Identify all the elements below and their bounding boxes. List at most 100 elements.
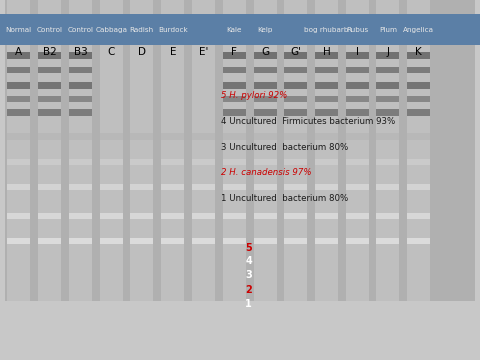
Bar xyxy=(38,52,61,59)
Bar xyxy=(223,0,246,301)
Bar xyxy=(346,159,369,165)
Bar xyxy=(223,31,246,37)
Text: 4: 4 xyxy=(245,256,252,266)
Bar xyxy=(284,0,307,301)
Bar xyxy=(315,213,338,219)
Bar xyxy=(346,67,369,73)
Bar xyxy=(69,238,92,244)
Bar xyxy=(376,109,399,116)
Bar xyxy=(100,213,123,219)
Bar xyxy=(69,67,92,73)
Bar xyxy=(407,31,430,37)
Text: 5: 5 xyxy=(245,243,252,253)
Bar xyxy=(254,0,277,301)
Text: Normal: Normal xyxy=(5,27,31,33)
Bar xyxy=(130,238,153,244)
Bar xyxy=(407,16,430,23)
Bar xyxy=(254,67,277,73)
Bar xyxy=(69,82,92,89)
Bar xyxy=(38,82,61,89)
Bar xyxy=(254,96,277,102)
Text: Control: Control xyxy=(36,27,62,33)
Bar xyxy=(254,82,277,89)
Text: J: J xyxy=(386,47,389,57)
Bar xyxy=(38,213,61,219)
Bar xyxy=(315,31,338,37)
Bar xyxy=(284,184,307,190)
Bar xyxy=(376,96,399,102)
Bar xyxy=(407,52,430,59)
Bar xyxy=(7,213,30,219)
Bar xyxy=(161,16,184,23)
Text: I: I xyxy=(356,47,359,57)
Bar xyxy=(192,16,215,23)
Text: 2 H. canadensis 97%: 2 H. canadensis 97% xyxy=(221,168,312,177)
Text: Plum: Plum xyxy=(379,27,397,33)
Text: G: G xyxy=(262,47,269,57)
Bar xyxy=(346,96,369,102)
Bar xyxy=(38,133,61,140)
Bar xyxy=(7,238,30,244)
Bar xyxy=(130,133,153,140)
Bar xyxy=(130,159,153,165)
Bar xyxy=(38,184,61,190)
Bar xyxy=(100,0,123,301)
Bar xyxy=(192,184,215,190)
Bar xyxy=(407,184,430,190)
Bar xyxy=(315,159,338,165)
Bar xyxy=(407,96,430,102)
Bar xyxy=(161,238,184,244)
Bar xyxy=(161,31,184,37)
Bar xyxy=(346,109,369,116)
Bar xyxy=(254,238,277,244)
Bar xyxy=(376,82,399,89)
Bar xyxy=(346,213,369,219)
Bar xyxy=(346,238,369,244)
Bar xyxy=(130,0,153,301)
Bar xyxy=(284,238,307,244)
Bar xyxy=(5,0,475,301)
Text: Rubus: Rubus xyxy=(346,27,368,33)
Bar xyxy=(407,238,430,244)
Bar xyxy=(315,184,338,190)
Bar xyxy=(346,16,369,23)
Text: Control: Control xyxy=(68,27,94,33)
Text: 3 Uncultured  bacterium 80%: 3 Uncultured bacterium 80% xyxy=(221,143,348,152)
Bar xyxy=(38,159,61,165)
Bar xyxy=(284,31,307,37)
Text: B2: B2 xyxy=(43,47,56,57)
Bar xyxy=(346,31,369,37)
Bar xyxy=(69,16,92,23)
Bar xyxy=(69,0,92,301)
Bar xyxy=(346,82,369,89)
Bar xyxy=(7,184,30,190)
Bar xyxy=(223,238,246,244)
Bar xyxy=(315,82,338,89)
Bar xyxy=(284,82,307,89)
Bar xyxy=(38,16,61,23)
Bar xyxy=(100,133,123,140)
Bar xyxy=(192,159,215,165)
Bar xyxy=(69,184,92,190)
Bar xyxy=(192,133,215,140)
Text: 1 Uncultured  bacterium 80%: 1 Uncultured bacterium 80% xyxy=(221,194,348,203)
Bar xyxy=(346,0,369,301)
Bar xyxy=(315,0,338,301)
Bar xyxy=(376,184,399,190)
Bar xyxy=(223,184,246,190)
Bar xyxy=(376,133,399,140)
Bar xyxy=(7,159,30,165)
Bar xyxy=(161,184,184,190)
Text: Angelica: Angelica xyxy=(403,27,434,33)
Bar xyxy=(284,52,307,59)
Bar xyxy=(69,96,92,102)
Bar xyxy=(315,52,338,59)
Text: Kale: Kale xyxy=(227,27,242,33)
Bar xyxy=(223,213,246,219)
Bar xyxy=(0,14,480,45)
Bar xyxy=(69,213,92,219)
Text: H: H xyxy=(323,47,330,57)
Bar xyxy=(407,67,430,73)
Bar xyxy=(376,31,399,37)
Bar xyxy=(346,133,369,140)
